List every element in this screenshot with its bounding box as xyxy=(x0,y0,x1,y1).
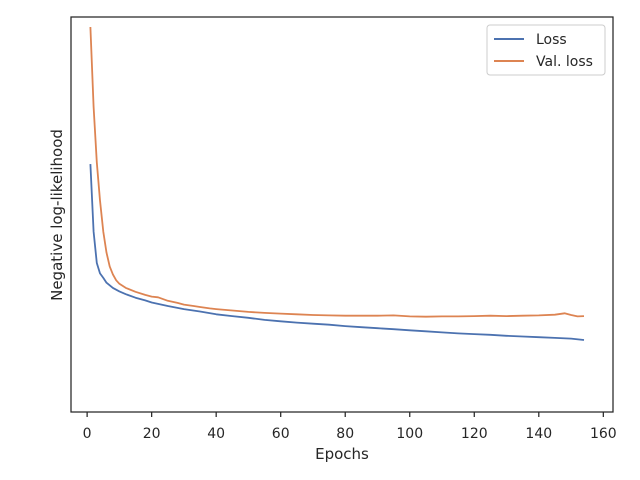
legend-box xyxy=(486,24,606,76)
x-tick-label: 0 xyxy=(83,426,92,442)
x-axis-ticks: 0 20 40 60 80 100 120 140 160 xyxy=(83,412,617,442)
x-tick-label: 80 xyxy=(336,426,354,442)
x-tick-label: 140 xyxy=(525,426,552,442)
series-layer xyxy=(89,26,585,341)
y-axis-label: Negative log-likelihood xyxy=(48,129,66,301)
x-tick-label: 100 xyxy=(396,426,423,442)
legend-label-val-loss: Val. loss xyxy=(536,54,593,70)
x-tick-label: 120 xyxy=(461,426,488,442)
legend-label-loss: Loss xyxy=(536,32,567,48)
x-tick-label: 40 xyxy=(207,426,225,442)
series-line-val-loss xyxy=(89,26,585,318)
x-tick-label: 60 xyxy=(272,426,290,442)
plot-frame xyxy=(70,16,614,413)
x-tick-label: 20 xyxy=(143,426,161,442)
x-tick-label: 160 xyxy=(590,426,617,442)
legend: Loss Val. loss xyxy=(486,24,606,76)
plot-background xyxy=(71,17,613,412)
series-line-loss xyxy=(89,164,585,341)
x-axis-label: Epochs xyxy=(315,445,369,463)
